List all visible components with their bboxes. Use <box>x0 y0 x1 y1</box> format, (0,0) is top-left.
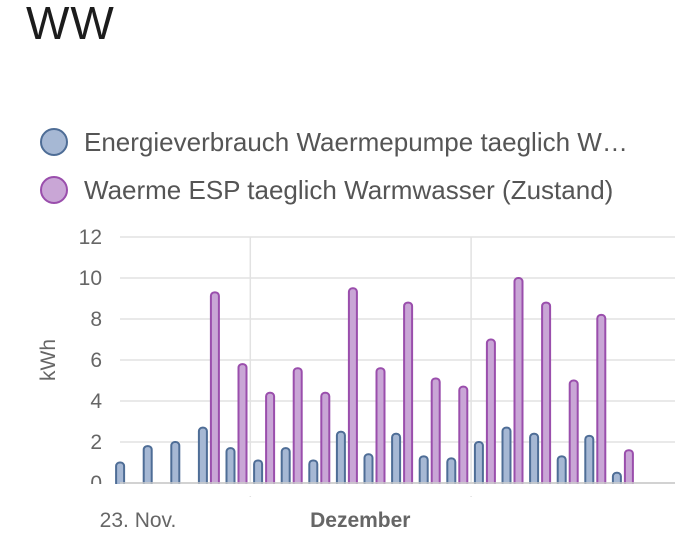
bar-series-2 <box>485 338 496 488</box>
x-tick-label: 23. Nov. <box>100 509 177 532</box>
legend: Energieverbrauch Waermepumpe taeglich W…… <box>40 118 628 214</box>
bar-series-2 <box>375 367 386 489</box>
bar-series-2 <box>265 391 276 488</box>
legend-swatch-series-2 <box>40 176 68 204</box>
x-tick-label: Dezember <box>310 509 410 532</box>
legend-swatch-series-1 <box>40 128 68 156</box>
bar-series-1 <box>280 447 291 488</box>
bar-series-2 <box>596 313 607 488</box>
bar-series-1 <box>363 453 374 488</box>
legend-label-series-2: Waerme ESP taeglich Warmwasser (Zustand) <box>84 174 614 205</box>
bar-series-1 <box>335 430 346 488</box>
legend-item-series-2[interactable]: Waerme ESP taeglich Warmwasser (Zustand) <box>40 166 628 214</box>
bar-series-1 <box>170 441 181 488</box>
y-tick-label: 4 <box>90 390 102 413</box>
bar-series-1 <box>225 447 236 488</box>
bar-series-1 <box>391 432 402 488</box>
bar-series-1 <box>197 426 208 488</box>
y-tick-label: 0 <box>90 472 102 495</box>
bar-series-2 <box>347 287 358 488</box>
baseline-mask <box>80 484 695 496</box>
bar-series-1 <box>142 445 153 489</box>
bar-series-2 <box>237 363 248 489</box>
bar-series-1 <box>529 432 540 488</box>
bar-series-1 <box>584 434 595 489</box>
legend-label-series-1: Energieverbrauch Waermepumpe taeglich W… <box>84 126 628 157</box>
legend-item-series-1[interactable]: Energieverbrauch Waermepumpe taeglich W… <box>40 118 628 166</box>
y-tick-label: 10 <box>79 267 102 290</box>
bar-series-2 <box>430 377 441 489</box>
bar-series-2 <box>403 301 414 488</box>
bar-series-2 <box>541 301 552 488</box>
bar-series-2 <box>568 379 579 488</box>
bar-series-2 <box>209 291 220 488</box>
y-tick-label: 6 <box>90 349 102 372</box>
y-tick-label: 8 <box>90 308 102 331</box>
bar-series-1 <box>473 441 484 488</box>
bar-series-2 <box>458 385 469 488</box>
chart-title: WW <box>26 0 115 49</box>
bar-series-2 <box>513 277 524 488</box>
bar-series-1 <box>501 426 512 488</box>
bar-series-2 <box>320 391 331 488</box>
y-tick-label: 12 <box>79 226 102 249</box>
bar-series-2 <box>623 449 634 489</box>
y-tick-label: 2 <box>90 431 102 454</box>
bar-series-2 <box>292 367 303 489</box>
y-axis-label: kWh <box>37 339 60 381</box>
